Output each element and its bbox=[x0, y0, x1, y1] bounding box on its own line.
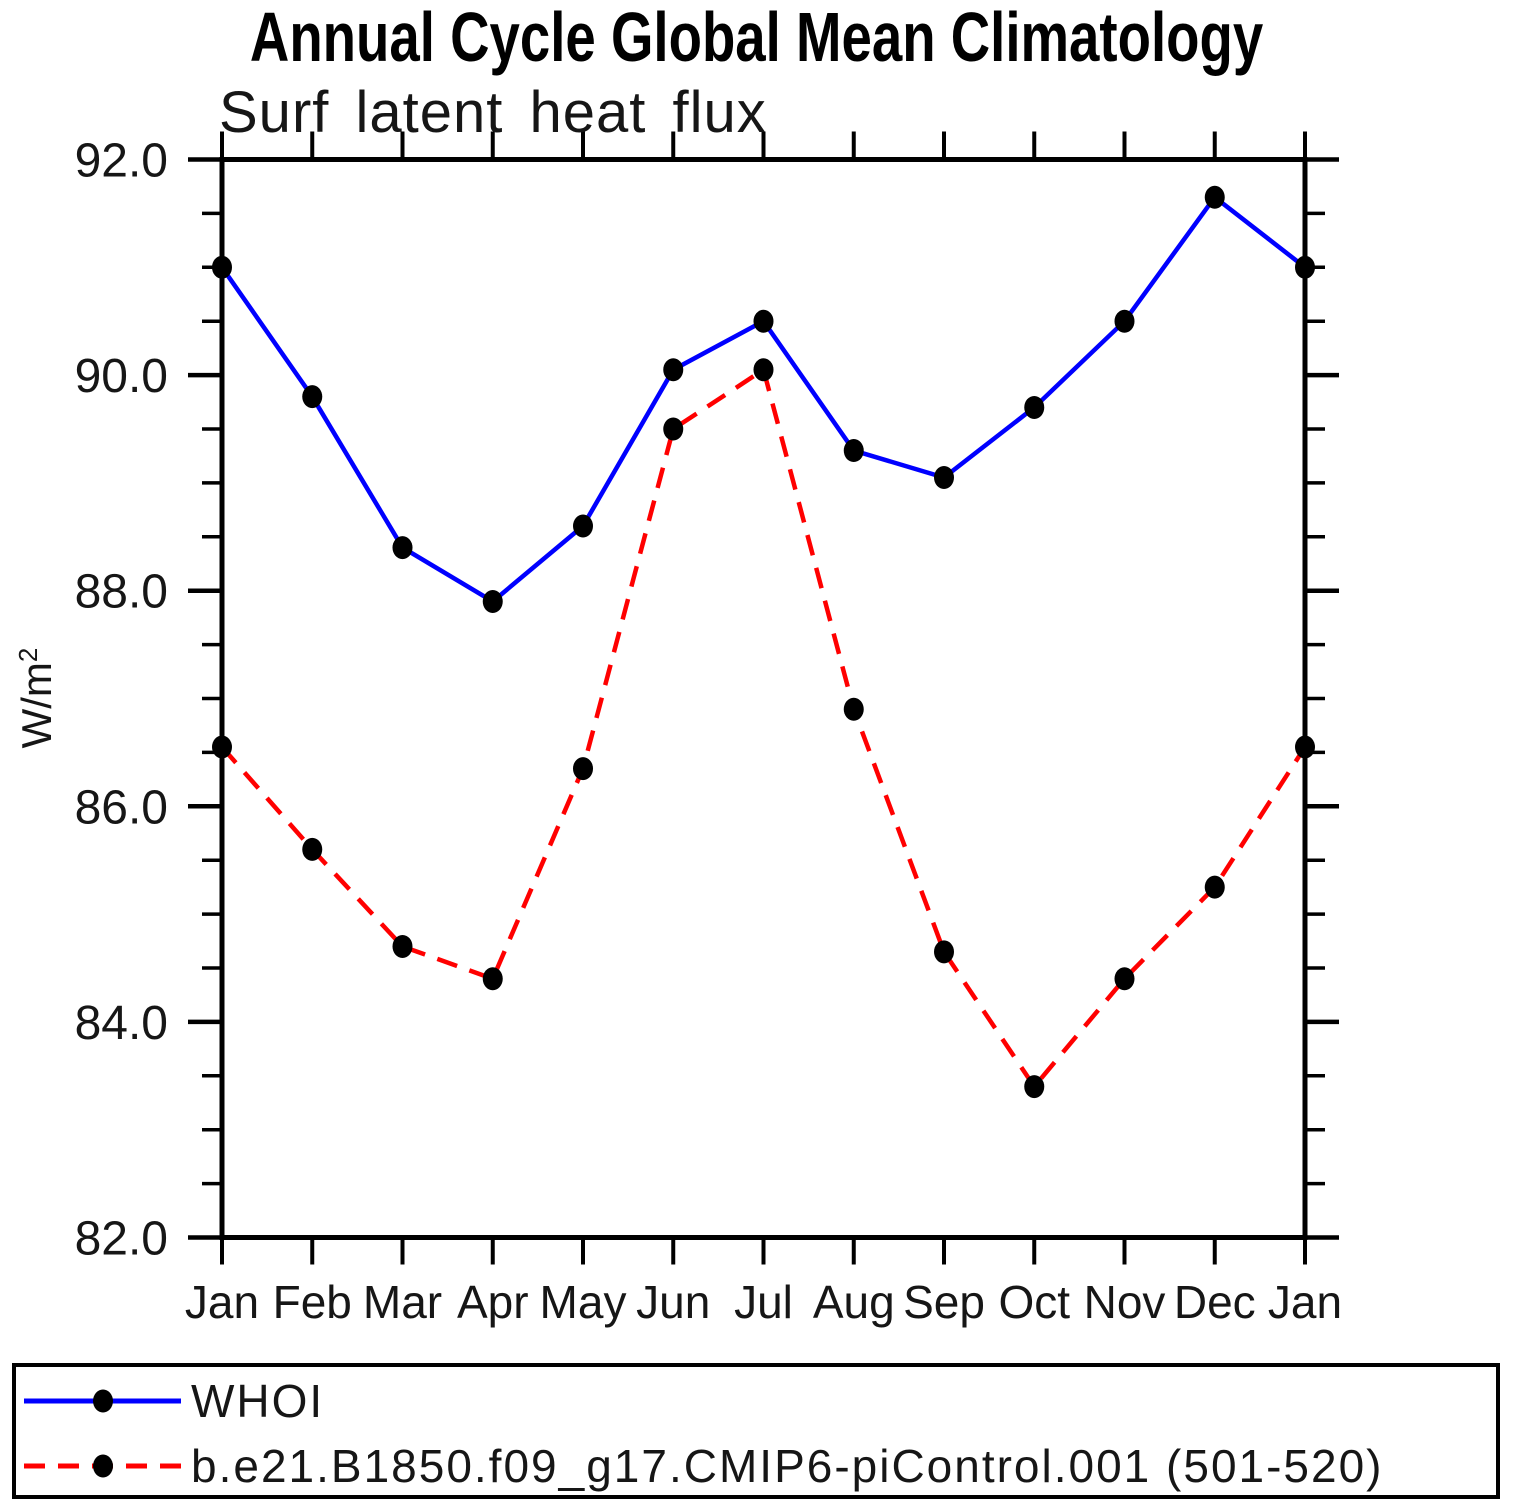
data-point-marker-model bbox=[1114, 967, 1135, 991]
y-tick-label: 88.0 bbox=[75, 566, 168, 619]
x-tick-label: Mar bbox=[363, 1276, 442, 1328]
data-point-marker-whoi bbox=[1114, 309, 1135, 333]
data-point-marker-model bbox=[482, 967, 503, 991]
legend-label-whoi: WHOI bbox=[191, 1375, 325, 1427]
data-point-marker-model bbox=[843, 697, 864, 721]
data-point-marker-model bbox=[1295, 735, 1315, 759]
legend: WHOI b.e21.B1850.f09_g17.CMIP6-piControl… bbox=[12, 1363, 1500, 1499]
x-tick-label: Feb bbox=[273, 1276, 352, 1328]
chart-title: Annual Cycle Global Mean Climatology bbox=[0, 2, 1514, 72]
data-point-marker-model bbox=[212, 735, 232, 759]
data-point-marker-whoi bbox=[573, 514, 593, 538]
data-point-marker-model bbox=[1204, 875, 1225, 899]
y-tick-label: 92.0 bbox=[75, 135, 168, 188]
series-line-model bbox=[220, 366, 1307, 1091]
x-tick-label: Nov bbox=[1084, 1276, 1166, 1328]
legend-item-whoi: WHOI bbox=[19, 1378, 324, 1424]
data-point-marker-model bbox=[573, 757, 593, 781]
data-point-marker-whoi bbox=[843, 439, 864, 463]
x-tick-label: Oct bbox=[998, 1276, 1070, 1328]
x-tick-label: Jul bbox=[734, 1276, 793, 1328]
data-point-marker-model bbox=[1024, 1075, 1045, 1099]
series-line-whoi bbox=[220, 194, 1307, 605]
y-axis-title: W/m2 bbox=[5, 608, 60, 788]
data-point-marker-whoi bbox=[753, 309, 774, 333]
data-point-marker-whoi bbox=[212, 255, 232, 279]
data-point-marker-model bbox=[753, 358, 774, 382]
legend-marker-dot bbox=[93, 1389, 113, 1413]
x-tick-label: Jan bbox=[1268, 1276, 1342, 1328]
y-tick-label: 86.0 bbox=[75, 781, 168, 834]
data-point-marker-model bbox=[302, 837, 323, 861]
plot-canvas: Jan Feb Mar Apr May Jun Jul Aug Sep Oct Nov Dec Jan9… bbox=[75, 131, 1342, 1328]
y-tick-label: 84.0 bbox=[75, 997, 168, 1050]
x-tick-label: Jun bbox=[636, 1276, 710, 1328]
y-axis-unit: W/m bbox=[13, 662, 60, 749]
x-tick-label: Aug bbox=[813, 1276, 895, 1328]
data-point-marker-model bbox=[663, 417, 684, 441]
chart-title-text: Annual Cycle Global Mean Climatology bbox=[250, 0, 1264, 76]
x-tick-label: Apr bbox=[457, 1276, 529, 1328]
x-tick-label: Dec bbox=[1174, 1276, 1256, 1328]
y-tick-label: 90.0 bbox=[75, 350, 168, 403]
x-tick-label: May bbox=[540, 1276, 627, 1328]
data-point-marker-whoi bbox=[302, 385, 323, 409]
data-point-marker-whoi bbox=[1024, 395, 1045, 419]
data-point-marker-model bbox=[392, 934, 413, 958]
data-point-marker-whoi bbox=[934, 466, 954, 490]
data-point-marker-whoi bbox=[1295, 255, 1315, 279]
legend-item-model: b.e21.B1850.f09_g17.CMIP6-piControl.001 … bbox=[19, 1443, 1384, 1489]
legend-marker-dot bbox=[93, 1454, 113, 1478]
y-axis-unit-exponent: 2 bbox=[13, 647, 43, 663]
x-tick-label: Jan bbox=[185, 1276, 259, 1328]
y-tick-label: 82.0 bbox=[75, 1213, 168, 1266]
data-point-marker-whoi bbox=[482, 589, 503, 613]
data-point-marker-model bbox=[934, 940, 954, 964]
chart-subtitle: Surf latent heat flux bbox=[219, 80, 767, 145]
data-point-marker-whoi bbox=[392, 536, 413, 560]
data-point-marker-whoi bbox=[1204, 185, 1225, 209]
x-tick-label: Sep bbox=[903, 1276, 985, 1328]
legend-label-model: b.e21.B1850.f09_g17.CMIP6-piControl.001 … bbox=[191, 1440, 1384, 1492]
data-point-marker-whoi bbox=[663, 358, 684, 382]
legend-swatch-whoi bbox=[24, 1389, 181, 1413]
legend-swatch-model bbox=[24, 1454, 181, 1478]
